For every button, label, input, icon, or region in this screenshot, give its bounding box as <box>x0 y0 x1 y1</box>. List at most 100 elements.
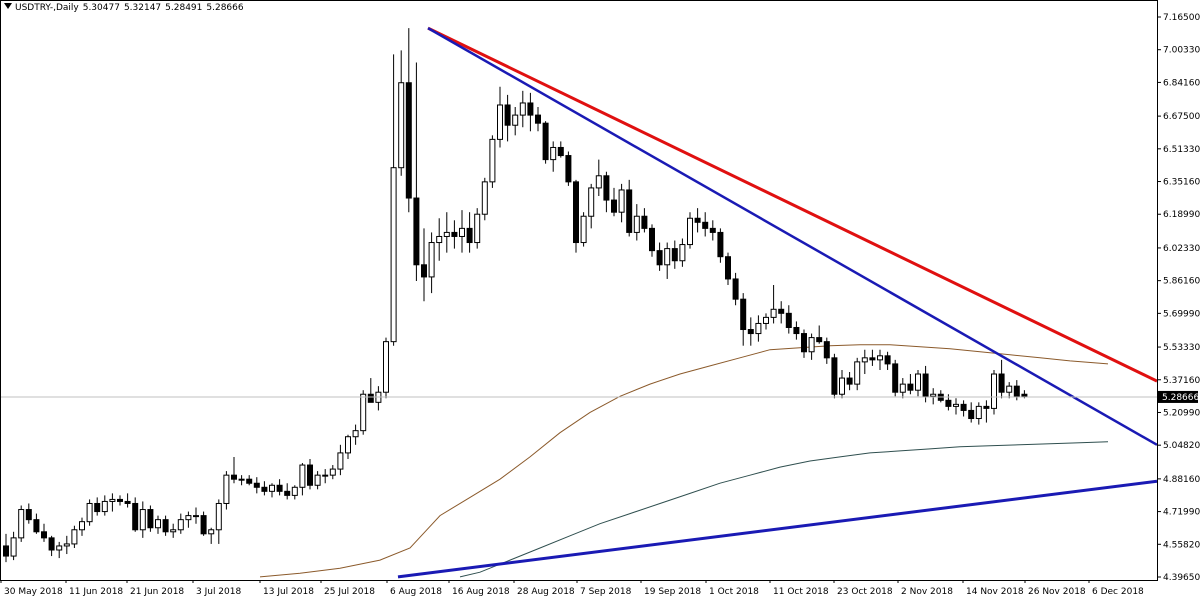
candle-body <box>831 357 838 395</box>
candle-body <box>983 405 990 409</box>
date-tick-label: 25 Jul 2018 <box>324 587 375 597</box>
candle-body <box>33 519 40 533</box>
date-tick-label: 28 Aug 2018 <box>517 587 575 597</box>
candle-body <box>770 308 777 318</box>
candle-body <box>261 486 268 492</box>
price-tick-label: 4.55820 <box>1163 540 1200 550</box>
date-tick-label: 19 Sep 2018 <box>644 587 701 597</box>
candle-body <box>117 498 123 502</box>
candle-body <box>345 436 351 454</box>
candle-body <box>725 256 731 280</box>
candle-body <box>603 175 610 201</box>
candle-body <box>307 464 313 486</box>
candle-body <box>679 244 686 262</box>
candle-body <box>246 478 253 484</box>
dropdown-triangle-icon[interactable] <box>4 3 12 9</box>
date-tick-label: 2 Nov 2018 <box>901 587 953 597</box>
candle-body <box>801 333 807 353</box>
candle-body <box>649 227 655 252</box>
price-tick-label: 7.16500 <box>1163 13 1200 23</box>
candle-body <box>618 189 625 213</box>
candle-body <box>611 199 617 213</box>
candle-body <box>953 403 959 407</box>
candle-body <box>291 486 298 496</box>
date-tick-label: 16 Aug 2018 <box>452 587 510 597</box>
candle-body <box>854 361 861 385</box>
candle-body <box>276 484 283 492</box>
candle-body <box>200 515 207 535</box>
date-tick-label: 21 Jun 2018 <box>130 587 184 597</box>
candle-body <box>101 500 108 513</box>
candle-body <box>451 231 458 237</box>
low-value: 5.28491 <box>165 3 203 13</box>
candle-body <box>299 464 306 488</box>
candle-body <box>839 377 845 395</box>
candle-body <box>694 217 701 223</box>
candle-body <box>595 175 602 189</box>
date-tick-label: 13 Jul 2018 <box>263 587 314 597</box>
candle-body <box>747 329 754 335</box>
candle-body <box>535 114 541 124</box>
candle-body <box>329 468 336 476</box>
date-tick-label: 14 Nov 2018 <box>966 587 1024 597</box>
date-tick-label: 3 Jul 2018 <box>196 587 241 597</box>
candle-body <box>466 227 473 244</box>
candle-body <box>352 430 359 438</box>
candle-body <box>763 316 769 324</box>
price-tick-label: 5.37160 <box>1163 376 1200 386</box>
candle-body <box>124 500 131 504</box>
candle-body <box>960 403 967 411</box>
candle-body <box>367 393 374 403</box>
current-price-marker: 5.28666 <box>1158 390 1199 403</box>
candle-body <box>139 509 146 531</box>
candle-body <box>56 545 63 551</box>
candle-body <box>269 484 275 492</box>
blue-trendline-lower <box>397 479 1158 579</box>
price-tick-label: 7.00330 <box>1163 46 1200 56</box>
candle-body <box>892 363 899 393</box>
candle-body <box>945 399 952 407</box>
candle-body <box>778 308 785 314</box>
candle-body <box>968 409 975 420</box>
candle-body <box>208 529 215 535</box>
candle-body <box>405 82 412 199</box>
candle-body <box>656 250 663 266</box>
candle-body <box>671 248 678 262</box>
candle-body <box>284 490 291 496</box>
candle-body <box>740 298 747 331</box>
candle-body <box>413 197 420 266</box>
price-tick-label: 5.53330 <box>1163 343 1200 353</box>
candle-body <box>573 181 579 244</box>
candle-body <box>223 474 230 504</box>
price-tick-label: 6.51330 <box>1163 145 1200 155</box>
current-price-box <box>1158 390 1198 403</box>
plot-border <box>0 0 1158 581</box>
price-tick-label: 5.04820 <box>1163 441 1200 451</box>
candle-body <box>147 509 154 529</box>
candle-body <box>398 82 405 169</box>
price-tick-label: 5.20990 <box>1163 408 1200 418</box>
price-axis: 7.16500 7.00330 6.84160 6.67500 6.51330 6.351… <box>1157 13 1200 583</box>
candle-body <box>231 474 237 480</box>
candle-body <box>732 278 739 300</box>
candle-body <box>155 519 161 529</box>
candle-body <box>877 355 883 361</box>
candle-body <box>899 383 906 393</box>
price-tick-label: 4.88160 <box>1163 475 1200 485</box>
candle-body <box>3 545 9 557</box>
candle-body <box>94 502 101 513</box>
candle-body <box>193 515 199 518</box>
date-tick-label: 26 Nov 2018 <box>1028 587 1086 597</box>
price-tick-label: 6.02330 <box>1163 244 1200 254</box>
candle-body <box>565 155 572 183</box>
price-tick-label: 4.39650 <box>1163 573 1200 583</box>
candle-body <box>215 502 222 531</box>
candle-body <box>314 474 321 486</box>
candle-body <box>132 502 139 531</box>
candle-body <box>709 227 716 233</box>
candle-body <box>861 357 868 363</box>
date-tick-label: 11 Oct 2018 <box>773 587 829 597</box>
candle-body <box>459 227 465 237</box>
